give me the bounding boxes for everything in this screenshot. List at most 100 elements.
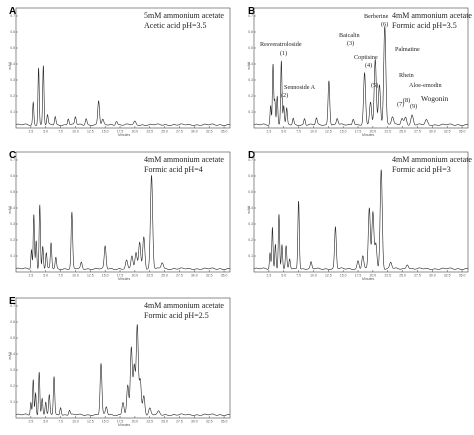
x-tick-label: 5.0 bbox=[43, 420, 48, 424]
y-tick-label: 0.3 bbox=[10, 368, 15, 372]
peak-number-6: (6) bbox=[381, 21, 389, 28]
x-tick-label: 30.0 bbox=[191, 274, 198, 278]
condition-label-line2: Formic acid pH=3.5 bbox=[392, 21, 457, 30]
x-tick-label: 20.0 bbox=[132, 420, 139, 424]
x-tick-label: 35.0 bbox=[221, 130, 228, 134]
x-tick-label: 15.0 bbox=[102, 420, 109, 424]
peak-number-4: (4) bbox=[365, 62, 373, 69]
y-tick-label: 0.6 bbox=[10, 30, 15, 34]
x-tick-label: 17.5 bbox=[355, 274, 362, 278]
panel-letter: A bbox=[9, 6, 17, 17]
y-tick-label: 0.3 bbox=[248, 78, 253, 82]
y-tick-label: 0.3 bbox=[248, 222, 253, 226]
y-tick-label: 0.3 bbox=[10, 78, 15, 82]
x-tick-label: 15.0 bbox=[102, 130, 109, 134]
chromatogram-plot: 0.1 0.2 0.3 0.4 0.5 0.6 0.7 2.5 5.0 7.5 10.0 12.5 15… bbox=[10, 7, 231, 134]
x-tick-label: 20.0 bbox=[370, 130, 377, 134]
chromatogram-trace bbox=[15, 65, 231, 127]
peak-label-rhein: Rhein bbox=[399, 72, 414, 79]
x-tick-label: 27.5 bbox=[176, 130, 183, 134]
x-tick-label: 10.0 bbox=[72, 130, 79, 134]
x-tick-label: 27.5 bbox=[414, 274, 421, 278]
peak-apex bbox=[38, 67, 39, 68]
y-tick-label: 0.4 bbox=[10, 206, 15, 210]
x-tick-label: 35.0 bbox=[459, 274, 466, 278]
y-tick-label: 0.7 bbox=[248, 158, 253, 162]
plot-frame bbox=[253, 151, 469, 273]
peak-apex bbox=[36, 239, 37, 240]
x-tick-label: 30.0 bbox=[429, 274, 436, 278]
x-tick-label: 15.0 bbox=[102, 274, 109, 278]
x-tick-label: 17.5 bbox=[117, 420, 124, 424]
x-axis-label: Minutes bbox=[362, 277, 375, 281]
peak-label-wogonin: Wogonin bbox=[421, 94, 449, 103]
plot-frame bbox=[15, 297, 231, 419]
x-tick-label: 2.5 bbox=[267, 274, 272, 278]
x-tick-label: 22.5 bbox=[384, 274, 391, 278]
x-tick-label: 30.0 bbox=[429, 130, 436, 134]
peak-apex bbox=[353, 118, 354, 119]
x-tick-label: 7.5 bbox=[296, 274, 301, 278]
y-tick-label: 0.2 bbox=[10, 238, 15, 242]
x-tick-label: 7.5 bbox=[296, 130, 301, 134]
x-tick-label: 5.0 bbox=[43, 130, 48, 134]
x-tick-label: 35.0 bbox=[221, 274, 228, 278]
chromatogram-panel-b: B 4mM ammonium acetate Formic acid pH=3.… bbox=[244, 2, 472, 140]
y-tick-label: 0.1 bbox=[10, 110, 15, 114]
x-tick-label: 2.5 bbox=[267, 130, 272, 134]
chromatogram-plot: 0.1 0.2 0.3 0.4 0.5 0.6 0.7 2.5 5.0 7.5 10.0 12.5 15… bbox=[10, 151, 231, 278]
chromatogram-plot: 0.1 0.2 0.3 0.4 0.5 0.6 0.7 2.5 5.0 7.5 10.0 12.5 15… bbox=[10, 297, 231, 424]
x-tick-label: 20.0 bbox=[370, 274, 377, 278]
y-tick-label: 0.1 bbox=[248, 110, 253, 114]
x-tick-label: 20.0 bbox=[132, 274, 139, 278]
x-tick-label: 12.5 bbox=[87, 274, 94, 278]
x-tick-label: 25.0 bbox=[161, 274, 168, 278]
x-tick-label: 17.5 bbox=[117, 274, 124, 278]
x-tick-label: 12.5 bbox=[325, 130, 332, 134]
condition-label-line1: 4mM ammonium acetate bbox=[144, 301, 224, 310]
peak-label-palmatine: Palmatine bbox=[395, 46, 420, 53]
peak-number-1: (1) bbox=[280, 50, 288, 57]
x-tick-label: 12.5 bbox=[325, 274, 332, 278]
panel-letter: E bbox=[9, 296, 16, 307]
x-tick-label: 10.0 bbox=[310, 274, 317, 278]
chromatogram-plot: 0.1 0.2 0.3 0.4 0.5 0.6 0.7 2.5 5.0 7.5 10.0 12.5 15… bbox=[248, 7, 469, 134]
peak-label-berberine: Berberine bbox=[364, 13, 389, 20]
y-tick-label: 0.7 bbox=[248, 14, 253, 18]
condition-label-line2: Formic acid pH=2.5 bbox=[144, 311, 209, 320]
y-tick-label: 0.1 bbox=[10, 400, 15, 404]
x-tick-label: 5.0 bbox=[281, 130, 286, 134]
y-tick-label: 0.2 bbox=[10, 384, 15, 388]
peak-apex bbox=[298, 199, 299, 200]
peak-number-7: (7) bbox=[397, 101, 405, 108]
x-tick-label: 2.5 bbox=[29, 130, 34, 134]
x-tick-label: 15.0 bbox=[340, 274, 347, 278]
x-tick-label: 32.5 bbox=[444, 130, 451, 134]
x-tick-label: 12.5 bbox=[87, 130, 94, 134]
x-tick-label: 7.5 bbox=[58, 274, 63, 278]
peak-apex bbox=[60, 406, 61, 407]
x-tick-label: 22.5 bbox=[146, 130, 153, 134]
x-tick-label: 20.0 bbox=[132, 130, 139, 134]
chromatogram-trace bbox=[15, 324, 231, 417]
panel-letter: C bbox=[9, 150, 17, 161]
y-tick-label: 0.5 bbox=[10, 46, 15, 50]
y-tick-label: 0.5 bbox=[10, 190, 15, 194]
x-tick-label: 35.0 bbox=[459, 130, 466, 134]
peak-label-coptisine: Coptisine bbox=[354, 54, 378, 61]
chromatogram-trace bbox=[15, 174, 231, 271]
x-tick-label: 17.5 bbox=[117, 130, 124, 134]
peak-label-baicalin: Baicalin bbox=[339, 32, 360, 39]
x-axis-label: Minutes bbox=[118, 423, 131, 427]
peak-number-8: (8) bbox=[403, 97, 411, 104]
peak-apex bbox=[275, 243, 276, 244]
x-tick-label: 25.0 bbox=[161, 130, 168, 134]
chromatogram-panel-a: A 5mM ammonium acetate Acetic acid pH=3.… bbox=[6, 2, 234, 140]
x-tick-label: 25.0 bbox=[161, 420, 168, 424]
x-tick-label: 7.5 bbox=[58, 130, 63, 134]
y-tick-label: 0.5 bbox=[248, 190, 253, 194]
x-tick-label: 22.5 bbox=[146, 420, 153, 424]
x-tick-label: 7.5 bbox=[58, 420, 63, 424]
peak-apex bbox=[116, 120, 117, 121]
chromatogram-plot: 0.1 0.2 0.3 0.4 0.5 0.6 0.7 2.5 5.0 7.5 10.0 12.5 15… bbox=[248, 151, 469, 278]
